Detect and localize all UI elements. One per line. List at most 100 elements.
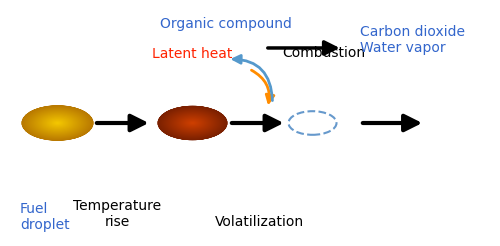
Ellipse shape <box>53 121 62 125</box>
Ellipse shape <box>30 110 84 136</box>
Ellipse shape <box>184 119 200 127</box>
Ellipse shape <box>161 108 224 138</box>
Ellipse shape <box>36 113 78 133</box>
Ellipse shape <box>176 115 209 131</box>
Ellipse shape <box>186 120 198 126</box>
Ellipse shape <box>190 122 196 124</box>
Ellipse shape <box>175 114 210 132</box>
Ellipse shape <box>168 111 217 135</box>
Ellipse shape <box>176 115 209 131</box>
Ellipse shape <box>38 113 77 133</box>
Ellipse shape <box>180 117 205 129</box>
Ellipse shape <box>182 118 203 128</box>
Ellipse shape <box>180 117 206 129</box>
Ellipse shape <box>191 122 194 124</box>
Ellipse shape <box>176 115 208 131</box>
Ellipse shape <box>35 112 80 134</box>
Ellipse shape <box>170 112 215 134</box>
Ellipse shape <box>26 108 89 138</box>
Ellipse shape <box>160 107 224 139</box>
Ellipse shape <box>48 119 66 127</box>
Ellipse shape <box>167 110 218 136</box>
Ellipse shape <box>179 116 206 130</box>
Ellipse shape <box>50 120 64 126</box>
Ellipse shape <box>30 109 85 137</box>
Ellipse shape <box>168 111 216 135</box>
Ellipse shape <box>160 107 226 139</box>
Ellipse shape <box>158 106 226 140</box>
Ellipse shape <box>54 121 61 125</box>
Ellipse shape <box>54 122 60 124</box>
Ellipse shape <box>28 108 88 138</box>
Ellipse shape <box>29 109 86 137</box>
Ellipse shape <box>183 118 202 128</box>
Ellipse shape <box>191 122 194 124</box>
Ellipse shape <box>159 107 226 139</box>
Ellipse shape <box>39 114 76 132</box>
Ellipse shape <box>29 109 86 137</box>
Ellipse shape <box>43 116 72 130</box>
Ellipse shape <box>50 119 65 127</box>
Ellipse shape <box>24 107 90 139</box>
Ellipse shape <box>172 113 213 133</box>
Ellipse shape <box>24 106 92 140</box>
Ellipse shape <box>38 113 77 133</box>
Ellipse shape <box>178 116 206 130</box>
Ellipse shape <box>169 111 216 135</box>
Ellipse shape <box>164 109 222 137</box>
Ellipse shape <box>30 110 84 136</box>
Ellipse shape <box>26 108 89 138</box>
Ellipse shape <box>34 112 80 134</box>
Ellipse shape <box>158 106 228 140</box>
Ellipse shape <box>22 106 93 140</box>
Ellipse shape <box>28 108 87 138</box>
Ellipse shape <box>164 109 221 137</box>
Ellipse shape <box>54 122 60 124</box>
Ellipse shape <box>178 116 208 130</box>
Ellipse shape <box>47 118 68 128</box>
Ellipse shape <box>40 114 75 132</box>
Ellipse shape <box>188 121 196 125</box>
Ellipse shape <box>186 120 198 126</box>
Ellipse shape <box>24 106 92 140</box>
Ellipse shape <box>31 110 84 136</box>
Ellipse shape <box>46 117 69 129</box>
Ellipse shape <box>190 122 194 124</box>
Ellipse shape <box>51 120 64 126</box>
Ellipse shape <box>36 113 78 133</box>
Ellipse shape <box>30 109 86 137</box>
Ellipse shape <box>24 107 90 139</box>
Ellipse shape <box>38 113 78 133</box>
Ellipse shape <box>170 112 214 134</box>
Ellipse shape <box>34 111 82 135</box>
Ellipse shape <box>190 122 195 124</box>
Ellipse shape <box>162 108 223 138</box>
Ellipse shape <box>33 111 82 135</box>
Ellipse shape <box>52 121 62 125</box>
Ellipse shape <box>176 115 210 131</box>
Ellipse shape <box>48 118 67 128</box>
Ellipse shape <box>35 112 80 134</box>
Ellipse shape <box>186 120 199 126</box>
Ellipse shape <box>53 121 62 125</box>
Ellipse shape <box>32 111 82 135</box>
Ellipse shape <box>184 119 201 127</box>
Ellipse shape <box>181 117 204 129</box>
Ellipse shape <box>52 120 63 126</box>
Ellipse shape <box>161 108 224 138</box>
Ellipse shape <box>44 116 71 130</box>
Ellipse shape <box>30 109 86 137</box>
Ellipse shape <box>164 109 220 137</box>
Ellipse shape <box>162 108 224 138</box>
Ellipse shape <box>56 122 59 124</box>
Ellipse shape <box>26 107 90 139</box>
Ellipse shape <box>166 110 218 136</box>
Ellipse shape <box>165 109 220 137</box>
Ellipse shape <box>178 116 207 130</box>
Ellipse shape <box>182 118 203 128</box>
Ellipse shape <box>172 113 212 133</box>
Ellipse shape <box>34 111 81 135</box>
Ellipse shape <box>28 108 88 138</box>
Ellipse shape <box>38 113 77 133</box>
Ellipse shape <box>182 118 203 128</box>
